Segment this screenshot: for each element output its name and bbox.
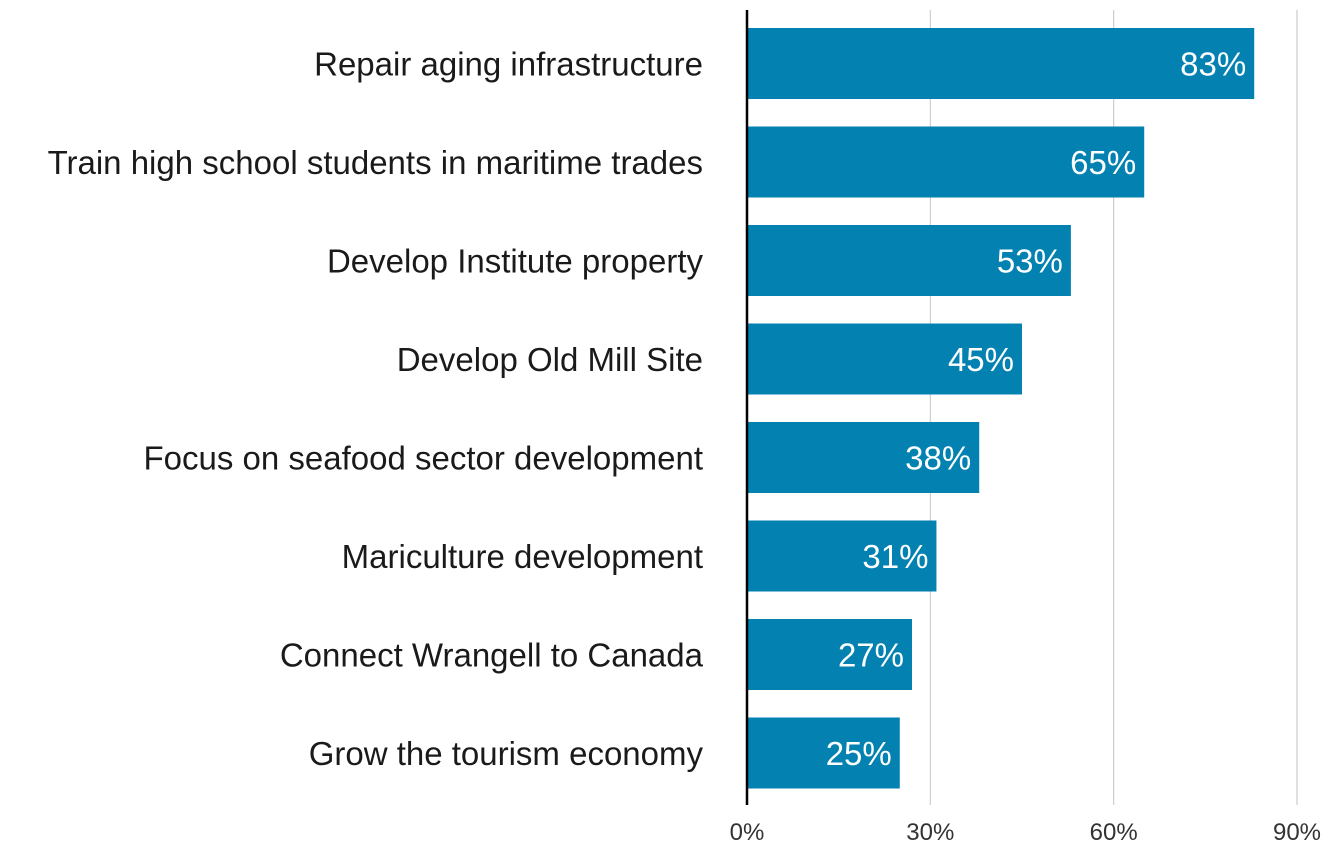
value-label: 45% — [948, 341, 1014, 378]
bar — [747, 422, 980, 493]
x-tick-label: 0% — [730, 819, 765, 846]
value-label: 27% — [838, 637, 904, 674]
x-tick-labels: 0% 30% 60% 90% — [730, 819, 1321, 846]
category-label: Focus on seafood sector development — [143, 440, 703, 477]
bar — [747, 323, 1022, 395]
category-label: Develop Institute property — [327, 243, 704, 280]
value-label: 83% — [1180, 46, 1246, 83]
value-label: 65% — [1070, 144, 1136, 181]
bars — [747, 28, 1255, 789]
category-label: Connect Wrangell to Canada — [280, 637, 704, 674]
value-label: 31% — [862, 538, 928, 575]
category-label: Train high school students in maritime t… — [48, 144, 703, 181]
category-label: Develop Old Mill Site — [397, 341, 703, 378]
bar — [747, 619, 912, 690]
x-tick-label: 30% — [906, 819, 954, 846]
bar — [747, 28, 1255, 99]
category-label: Repair aging infrastructure — [314, 46, 703, 83]
bar — [747, 126, 1145, 198]
value-label: 53% — [997, 243, 1063, 280]
bar — [747, 520, 937, 592]
x-tick-label: 90% — [1273, 819, 1321, 846]
bar — [747, 225, 1071, 296]
category-label: Mariculture development — [342, 538, 703, 575]
x-tick-label: 60% — [1090, 819, 1138, 846]
bar — [747, 717, 900, 789]
value-label: 38% — [905, 440, 971, 477]
category-label: Grow the tourism economy — [309, 735, 704, 772]
value-label: 25% — [826, 735, 892, 772]
value-labels: 83% 65% 53% 45% 38% 31% 27% 25% — [826, 46, 1247, 773]
category-labels: Repair aging infrastructure Train high sc… — [48, 46, 704, 773]
